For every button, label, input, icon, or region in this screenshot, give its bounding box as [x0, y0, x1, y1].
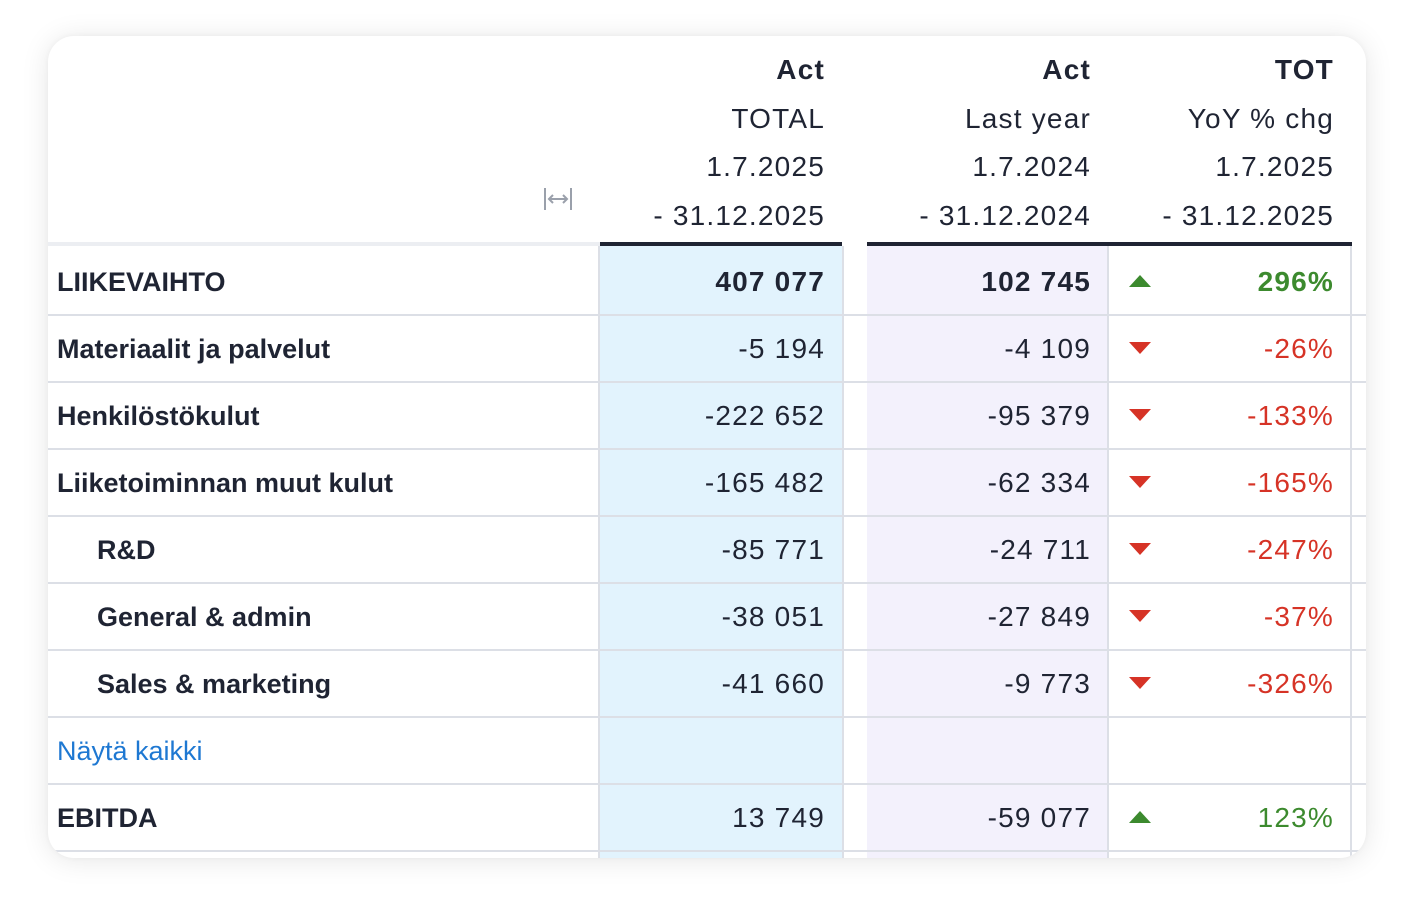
column-resize-icon[interactable] — [542, 186, 574, 212]
header-col-last-year-start: 1.7.2024 — [972, 151, 1091, 182]
cell-total: -165 482 — [704, 467, 825, 498]
header-underline-total — [600, 242, 842, 246]
cell-last-year: -27 849 — [987, 601, 1091, 632]
header-col-yoy-start: 1.7.2025 — [1215, 151, 1334, 182]
row-label: Henkilöstökulut — [57, 401, 260, 431]
cell-total: -38 051 — [721, 601, 825, 632]
trend-down-icon — [1129, 543, 1151, 555]
trend-down-icon — [1129, 610, 1151, 622]
header-col-last-year-name: Last year — [965, 102, 1091, 134]
header-col-last-year[interactable]: Act Last year 1.7.2024 - 31.12.2024 — [867, 50, 1091, 244]
header-col-yoy[interactable]: TOT YoY % chg 1.7.2025 - 31.12.2025 — [1108, 50, 1334, 244]
trend-down-icon — [1129, 409, 1151, 421]
row-label: Liiketoiminnan muut kulut — [57, 468, 393, 498]
row-label: LIIKEVAIHTO — [57, 267, 226, 297]
cell-total: -85 771 — [721, 534, 825, 565]
header-divider — [48, 242, 600, 246]
cell-yoy-change: -37% — [1263, 601, 1334, 632]
cell-last-year: -9 773 — [1004, 668, 1091, 699]
header-col-last-year-end: - 31.12.2024 — [919, 199, 1091, 231]
cell-total: -41 660 — [721, 668, 825, 699]
show-all-link[interactable]: Näytä kaikki — [57, 736, 203, 766]
table-row[interactable]: R&D -85 771 -24 711 -247% — [48, 517, 1366, 584]
cell-last-year: -4 109 — [1004, 333, 1091, 364]
cell-total: -5 194 — [738, 333, 825, 364]
header-underline-last-year — [867, 242, 1352, 246]
trend-up-icon — [1129, 811, 1151, 823]
cell-yoy-change: -26% — [1263, 333, 1334, 364]
row-label: R&D — [97, 535, 156, 565]
header-col-yoy-name: YoY % chg — [1187, 102, 1334, 134]
cell-yoy-change: -165% — [1247, 467, 1334, 498]
cell-yoy-change: -247% — [1247, 534, 1334, 565]
cell-yoy-change: 296% — [1257, 266, 1334, 297]
header-col-total-end: - 31.12.2025 — [653, 199, 825, 231]
header-col-total-start: 1.7.2025 — [706, 151, 825, 182]
table-row[interactable]: General & admin -38 051 -27 849 -37% — [48, 584, 1366, 651]
header-col-total-name: TOTAL — [731, 102, 825, 134]
column-divider — [1350, 246, 1352, 858]
table-row[interactable]: Liiketoiminnan muut kulut -165 482 -62 334… — [48, 450, 1366, 517]
table-row[interactable]: Henkilöstökulut -222 652 -95 379 -133% — [48, 383, 1366, 450]
header-col-last-year-measure: Act — [1042, 54, 1091, 85]
cell-last-year: -24 711 — [989, 534, 1091, 565]
row-label: Sales & marketing — [97, 669, 332, 699]
table-row[interactable]: EBITDA 13 749 -59 077 123% — [48, 785, 1366, 852]
cell-last-year: -95 379 — [987, 400, 1091, 431]
total-column-background — [600, 246, 842, 858]
column-divider — [598, 246, 600, 858]
cell-total: -222 652 — [704, 400, 825, 431]
cell-last-year — [867, 718, 1091, 783]
trend-down-icon — [1129, 476, 1151, 488]
trend-up-icon — [1129, 275, 1151, 287]
cell-total: 407 077 — [715, 266, 825, 297]
header-col-total[interactable]: Act TOTAL 1.7.2025 - 31.12.2025 — [600, 50, 825, 244]
column-divider — [842, 246, 844, 858]
column-divider — [1107, 246, 1109, 858]
cell-last-year: -59 077 — [987, 802, 1091, 833]
header-col-total-measure: Act — [776, 54, 825, 85]
cell-yoy-change: -133% — [1247, 400, 1334, 431]
cell-total — [600, 718, 825, 783]
cell-last-year: -62 334 — [987, 467, 1091, 498]
table-row[interactable]: Näytä kaikki — [48, 718, 1366, 785]
cell-yoy-change — [1108, 718, 1334, 783]
trend-down-icon — [1129, 342, 1151, 354]
row-label: Materiaalit ja palvelut — [57, 334, 331, 364]
cell-last-year: 102 745 — [981, 266, 1091, 297]
pnl-table-card: Act TOTAL 1.7.2025 - 31.12.2025 Act Last… — [48, 36, 1366, 858]
table-row[interactable]: LIIKEVAIHTO 407 077 102 745 296% — [48, 249, 1366, 316]
cell-yoy-change: -326% — [1247, 668, 1334, 699]
table-row[interactable]: Sales & marketing -41 660 -9 773 -326% — [48, 651, 1366, 718]
trend-down-icon — [1129, 677, 1151, 689]
header-col-yoy-measure: TOT — [1274, 54, 1334, 85]
row-label: EBITDA — [57, 803, 158, 833]
last-year-column-background — [867, 246, 1108, 858]
header-col-yoy-end: - 31.12.2025 — [1162, 199, 1334, 231]
row-label: General & admin — [97, 602, 312, 632]
cell-yoy-change: 123% — [1257, 802, 1334, 833]
table-row[interactable]: Materiaalit ja palvelut -5 194 -4 109 -26% — [48, 316, 1366, 383]
cell-total: 13 749 — [732, 802, 825, 833]
